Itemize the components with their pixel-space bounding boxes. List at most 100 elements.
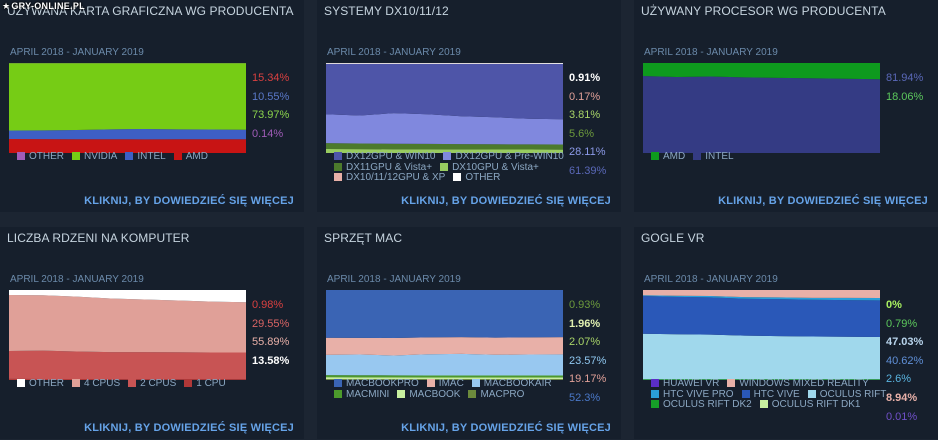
legend-item-huawei-vr[interactable]: HUAWEI VR xyxy=(651,378,719,390)
legend-item-htc-vive[interactable]: HTC VIVE xyxy=(741,388,800,401)
value-list: 0.91% 0.17% 3.81% 5.6% 28.11% 61.39% xyxy=(569,69,621,181)
panel-cpu-cores: LICZBA RDZENI NA KOMPUTER APRIL 2018 - J… xyxy=(0,227,304,439)
learn-more-link[interactable]: KLIKNIJ, BY DOWIEDZIEĆ SIĘ WIĘCEJ xyxy=(401,422,611,434)
chart-legend: AMD INTEL xyxy=(651,151,930,163)
legend-item-macpro[interactable]: MACPRO xyxy=(468,389,524,401)
legend-item-macbook[interactable]: MACBOOK xyxy=(397,388,461,401)
legend-item-nvidia[interactable]: NVIDIA xyxy=(72,151,117,163)
learn-more-link[interactable]: KLIKNIJ, BY DOWIEDZIEĆ SIĘ WIĘCEJ xyxy=(84,422,294,434)
area-series-other xyxy=(326,63,563,64)
legend-item-oculus-rift-dk1[interactable]: OCULUS RIFT DK1 xyxy=(759,399,861,411)
legend-item-dx10-11-12gpu-xp[interactable]: DX10/11/12GPU & XP xyxy=(334,172,446,184)
legend-swatch xyxy=(759,400,768,408)
area-series-amd xyxy=(643,63,880,80)
legend-item-macbookair[interactable]: MACBOOKAIR xyxy=(471,378,552,390)
legend-label: DX10/11/12GPU & XP xyxy=(346,172,446,183)
legend-swatch xyxy=(807,389,816,398)
value-label: 0.01% xyxy=(886,410,918,423)
legend-label: 2 CPUS xyxy=(140,378,177,389)
value-label: 0% xyxy=(886,299,902,311)
date-range: APRIL 2018 - JANUARY 2019 xyxy=(327,47,461,58)
chart-svg xyxy=(9,290,246,380)
panel-title: LICZBA RDZENI NA KOMPUTER xyxy=(7,231,190,245)
legend-item-dx11gpu-vista[interactable]: DX11GPU & Vista+ xyxy=(334,162,432,174)
area-series-imac xyxy=(326,337,563,356)
legend-swatch xyxy=(651,152,659,160)
legend-swatch xyxy=(334,173,342,181)
legend-swatch xyxy=(128,379,137,387)
legend-item-windows-mixed-reality[interactable]: WINDOWS MIXED REALITY xyxy=(727,378,869,390)
legend-label: MACBOOK xyxy=(409,388,461,400)
value-label: 8.94% xyxy=(886,391,918,404)
legend-item-1-cpu[interactable]: 1 CPU xyxy=(184,378,226,390)
legend-item-htc-vive-pro[interactable]: HTC VIVE PRO xyxy=(651,389,734,401)
legend-label: OTHER xyxy=(29,378,64,389)
panel-vr-headsets: GOGLE VR APRIL 2018 - JANUARY 2019 0% 0.7… xyxy=(634,227,938,439)
legend-item-imac[interactable]: IMAC xyxy=(426,378,464,390)
legend-item-dx12gpu-win10[interactable]: DX12GPU & WIN10 xyxy=(334,151,435,163)
area-series-macpro xyxy=(326,379,563,380)
legend-item-4-cpus[interactable]: 4 CPUS xyxy=(72,378,120,390)
legend-swatch xyxy=(426,379,435,387)
value-label: 18.06% xyxy=(886,90,924,103)
legend-swatch xyxy=(471,379,480,387)
value-label: 52.3% xyxy=(569,391,601,404)
legend-swatch xyxy=(651,400,659,408)
legend-label: INTEL xyxy=(137,151,166,162)
area-series-nvidia xyxy=(9,63,246,131)
legend-item-2-cpus[interactable]: 2 CPUS xyxy=(128,378,177,390)
legend-item-oculus-rift[interactable]: OCULUS RIFT xyxy=(807,389,886,401)
legend-item-other[interactable]: OTHER xyxy=(453,172,501,184)
legend-item-dx10gpu-vista[interactable]: DX10GPU & Vista+ xyxy=(440,162,539,174)
legend-item-oculus-rift-dk2[interactable]: OCULUS RIFT DK2 xyxy=(651,399,752,411)
panel-title: SYSTEMY DX10/11/12 xyxy=(324,4,449,18)
legend-item-amd[interactable]: AMD xyxy=(651,151,685,163)
legend-label: OCULUS RIFT DK2 xyxy=(663,399,752,410)
legend-item-macmini[interactable]: MACMINI xyxy=(334,389,389,401)
legend-swatch xyxy=(184,379,193,387)
legend-swatch xyxy=(651,389,659,398)
value-list: 81.94% 18.06% xyxy=(886,69,938,106)
legend-item-intel[interactable]: INTEL xyxy=(693,151,734,163)
panel-title: UŻYWANY PROCESOR WG PRODUCENTA xyxy=(641,4,886,18)
area-series-oculus-rift xyxy=(643,333,880,380)
legend-item-dx12gpu-pre-win10[interactable]: DX12GPU & Pre-WIN10 xyxy=(443,151,564,163)
area-series-macmini xyxy=(326,375,563,378)
legend-swatch xyxy=(173,152,182,160)
legend-item-other[interactable]: OTHER xyxy=(17,151,64,163)
legend-label: HTC VIVE xyxy=(753,388,800,400)
legend-swatch xyxy=(443,152,452,160)
value-label: 5.6% xyxy=(569,127,595,140)
value-label: 1.96% xyxy=(569,317,601,330)
legend-item-amd[interactable]: AMD xyxy=(173,151,208,163)
legend-label: OTHER xyxy=(465,172,501,183)
legend-label: OCULUS RIFT DK1 xyxy=(771,399,861,410)
value-label: 81.94% xyxy=(886,72,924,84)
watermark-logo: ★GRY-ONLINE.PL xyxy=(2,1,85,12)
area-series-dx11gpu-vista xyxy=(326,143,563,150)
value-label: 0.17% xyxy=(569,90,601,103)
legend-item-intel[interactable]: INTEL xyxy=(125,151,166,163)
learn-more-link[interactable]: KLIKNIJ, BY DOWIEDZIEĆ SIĘ WIĘCEJ xyxy=(718,195,928,207)
area-series-oculus-rift-dk2 xyxy=(643,379,880,380)
value-label: 0.91% xyxy=(569,72,601,84)
stacked-area-chart xyxy=(326,63,563,153)
value-label: 2.6% xyxy=(886,373,912,386)
panel-cpu-vendor: UŻYWANY PROCESOR WG PRODUCENTA APRIL 201… xyxy=(634,0,938,212)
area-series-macbookpro xyxy=(326,290,563,338)
legend-swatch xyxy=(334,389,342,398)
legend-item-macbookpro[interactable]: MACBOOKPRO xyxy=(334,378,419,390)
value-label: 73.97% xyxy=(252,109,290,122)
legend-swatch xyxy=(693,152,702,160)
chart-svg xyxy=(643,290,880,380)
learn-more-link[interactable]: KLIKNIJ, BY DOWIEDZIEĆ SIĘ WIĘCEJ xyxy=(401,195,611,207)
watermark-text: GRY-ONLINE.PL xyxy=(11,1,85,11)
legend-swatch xyxy=(440,162,449,171)
area-series-dx12gpu-pre-win10 xyxy=(326,113,563,145)
chart-svg xyxy=(326,63,563,153)
legend-item-other[interactable]: OTHER xyxy=(17,378,64,390)
area-series-intel xyxy=(643,76,880,153)
legend-swatch xyxy=(334,379,342,387)
learn-more-link[interactable]: KLIKNIJ, BY DOWIEDZIEĆ SIĘ WIĘCEJ xyxy=(84,195,294,207)
value-label: 13.58% xyxy=(252,354,290,367)
